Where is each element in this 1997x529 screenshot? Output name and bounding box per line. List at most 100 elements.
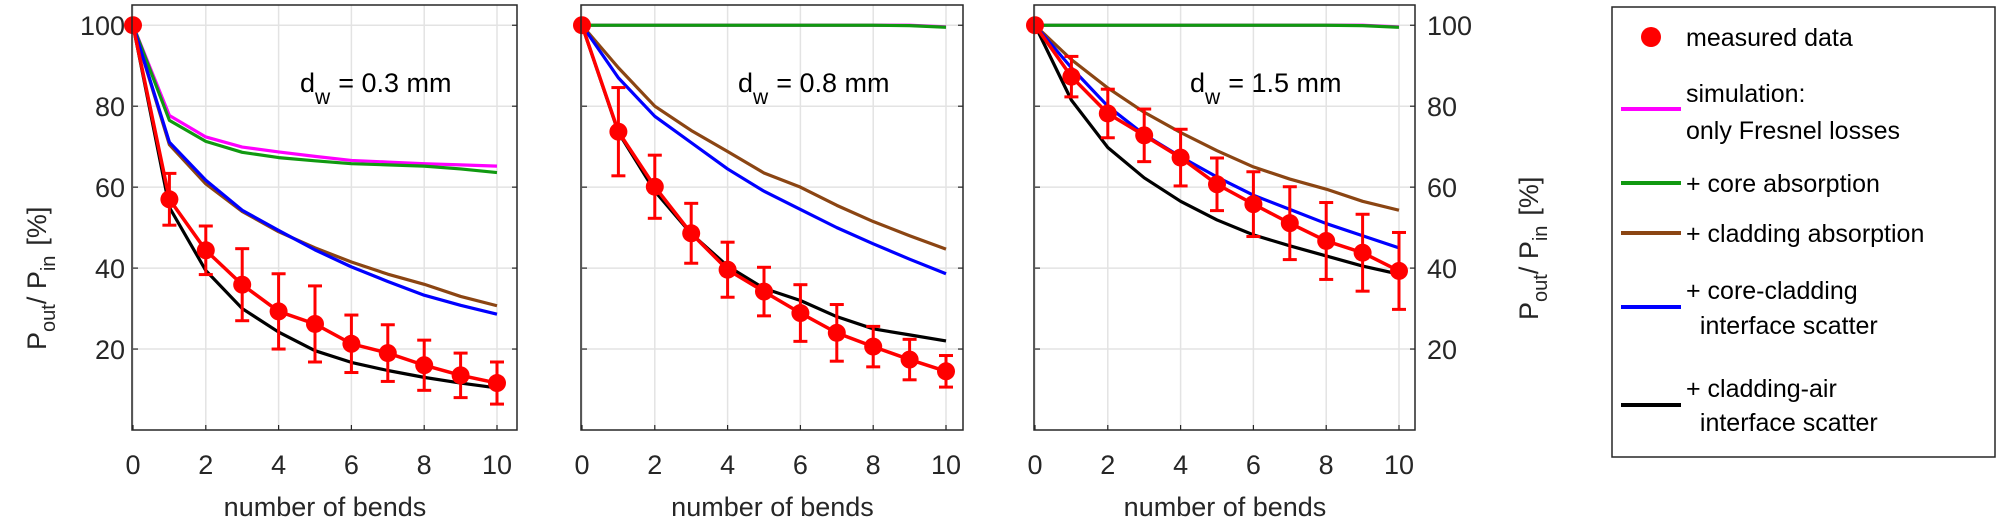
axes-frame <box>580 4 964 431</box>
series-line-fresnel <box>131 24 498 168</box>
legend-label: only Fresnel losses <box>1686 117 1900 145</box>
annotation-sub: w <box>1204 86 1221 109</box>
measured-point <box>1026 16 1044 35</box>
panel-3: 0 2 4 6 8 10 20 40 60 80 100 number of bends dw = 1.5… <box>1026 4 1472 522</box>
legend-label: + core absorption <box>1686 170 1880 198</box>
x-tick-label: 4 <box>271 450 286 480</box>
measured-point <box>1208 175 1226 194</box>
measured-point <box>1098 104 1117 123</box>
legend-label: + core-cladding <box>1686 277 1858 305</box>
measured-point <box>1062 67 1081 86</box>
measured-point <box>342 334 361 353</box>
x-tick-label: 6 <box>793 450 808 480</box>
measured-point <box>1280 214 1299 233</box>
x-tick-label: 8 <box>417 450 432 480</box>
measured-point <box>196 241 215 260</box>
y-tick-label: 100 <box>80 11 125 41</box>
measured-point <box>682 224 701 243</box>
diameter-annotation: dw = 0.3 mm <box>300 68 452 109</box>
y-axis-label-left: Pout/ Pin[%] <box>22 207 60 350</box>
series-line-clad-abs <box>1033 24 1400 212</box>
x-tick-label: 2 <box>647 450 662 480</box>
measured-point <box>124 16 142 35</box>
legend-marker-dot <box>1641 27 1661 47</box>
annotation-sub: w <box>752 86 769 109</box>
x-axis-label: number of bends <box>224 492 427 522</box>
x-tick-label: 8 <box>1319 450 1334 480</box>
x-axis-label: number of bends <box>1124 492 1327 522</box>
y-tick-label: 40 <box>95 254 125 284</box>
annotation-value: = 0.3 mm <box>338 68 451 98</box>
measured-point <box>1317 231 1336 250</box>
y-tick-label: 20 <box>95 335 125 365</box>
series-line-core-abs <box>1035 23 1400 29</box>
measured-point <box>1353 243 1372 262</box>
measured-point <box>378 344 397 363</box>
measured-point <box>160 190 179 209</box>
x-axis-label: number of bends <box>671 492 874 522</box>
measured-point <box>451 366 470 385</box>
plot-area <box>581 5 963 430</box>
x-tick-label: 4 <box>720 450 735 480</box>
measured-point <box>827 323 846 342</box>
measured-point <box>415 356 434 375</box>
legend-item-clad-air: + cladding-air interface scatter <box>1621 375 1878 437</box>
measured-point <box>900 350 919 369</box>
legend-item-fresnel: simulation: only Fresnel losses <box>1621 80 1900 145</box>
annotation-sub: w <box>314 86 331 109</box>
legend-label: measured data <box>1686 24 1853 52</box>
series-line-core-abs <box>131 24 498 175</box>
annotation-value: = 0.8 mm <box>776 68 889 98</box>
legend: measured data simulation: only Fresnel los… <box>1611 6 1996 458</box>
annotation-value: = 1.5 mm <box>1228 68 1341 98</box>
measured-point <box>1390 261 1408 280</box>
measured-point <box>306 314 324 333</box>
legend-label: simulation: <box>1686 80 1806 108</box>
x-tick-label: 10 <box>1384 450 1414 480</box>
measured-point <box>488 374 506 393</box>
measured-point <box>269 302 288 321</box>
series-line-clad-abs <box>580 24 947 251</box>
plot-area <box>132 5 517 430</box>
diameter-annotation: dw = 0.8 mm <box>738 68 890 109</box>
x-tick-label: 0 <box>574 450 589 480</box>
x-tick-label: 0 <box>125 450 140 480</box>
series-line-core-clad <box>580 24 947 276</box>
x-tick-label: 10 <box>931 450 961 480</box>
series-line-clad-air <box>1033 24 1400 276</box>
annotation-d: d <box>300 68 315 98</box>
series-line-clad-abs <box>131 24 498 308</box>
legend-label: + cladding-air <box>1686 375 1837 403</box>
annotation-d: d <box>1190 68 1205 98</box>
x-tick-label: 2 <box>198 450 213 480</box>
measured-point <box>1244 195 1263 214</box>
axes-frame <box>131 4 518 431</box>
x-tick-label: 0 <box>1027 450 1042 480</box>
x-tick-label: 2 <box>1100 450 1115 480</box>
measured-point <box>233 275 252 294</box>
x-tick-label: 10 <box>482 450 512 480</box>
annotation-d: d <box>738 68 753 98</box>
y-tick-label: 60 <box>1427 173 1457 203</box>
legend-label: interface scatter <box>1686 409 1878 437</box>
measured-point <box>573 16 591 35</box>
measured-point <box>1135 126 1154 145</box>
y-tick-label: 20 <box>1427 335 1457 365</box>
legend-item-core-abs: + core absorption <box>1621 170 1880 198</box>
y-tick-label: 80 <box>1427 92 1457 122</box>
measured-point <box>791 304 810 323</box>
measured-point <box>937 362 955 381</box>
series-line-core-abs <box>582 23 947 29</box>
measured-point <box>755 282 773 301</box>
legend-label: interface scatter <box>1686 312 1878 340</box>
measured-point <box>718 260 737 279</box>
legend-label: + cladding absorption <box>1686 220 1924 248</box>
y-axis-label-right: Pout/ Pin[%] <box>1514 177 1552 320</box>
legend-item-measured: measured data <box>1641 24 1853 52</box>
y-tick-label: 60 <box>95 173 125 203</box>
legend-item-clad-abs: + cladding absorption <box>1621 220 1924 248</box>
measured-point <box>864 337 883 356</box>
legend-item-core-clad: + core-cladding interface scatter <box>1621 277 1878 340</box>
